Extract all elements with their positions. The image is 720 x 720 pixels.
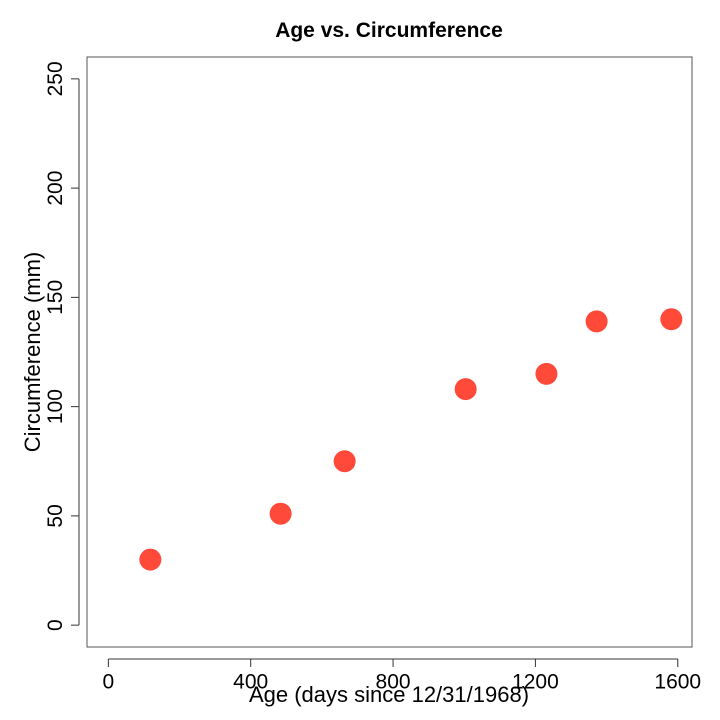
x-tick-label: 400 [233, 670, 268, 693]
y-tick-label: 50 [44, 504, 67, 527]
data-point [333, 450, 356, 473]
x-tick-label: 1200 [512, 670, 559, 693]
y-tick-label: 0 [44, 619, 67, 631]
data-point [454, 378, 477, 401]
chart-title: Age vs. Circumference [275, 19, 503, 42]
data-point [660, 308, 683, 331]
data-point [269, 502, 292, 525]
y-tick-label: 150 [44, 280, 67, 315]
x-tick-label: 0 [103, 670, 115, 693]
plot-frame [86, 56, 693, 648]
x-axis-label: Age (days since 12/31/1968) [249, 682, 529, 707]
x-tick-label: 1600 [654, 670, 701, 693]
y-axis-label: Circumference (mm) [20, 252, 45, 452]
x-axis: 0 400 800 1200 1600 [103, 658, 701, 693]
y-axis: 0 50 100 150 200 250 [44, 61, 80, 631]
data-point [585, 310, 608, 333]
y-tick-label: 100 [44, 389, 67, 424]
data-points [139, 308, 683, 571]
x-tick-label: 800 [376, 670, 411, 693]
data-point [139, 548, 162, 571]
y-tick-label: 250 [44, 61, 67, 96]
y-tick-label: 200 [44, 171, 67, 206]
data-point [535, 362, 558, 385]
